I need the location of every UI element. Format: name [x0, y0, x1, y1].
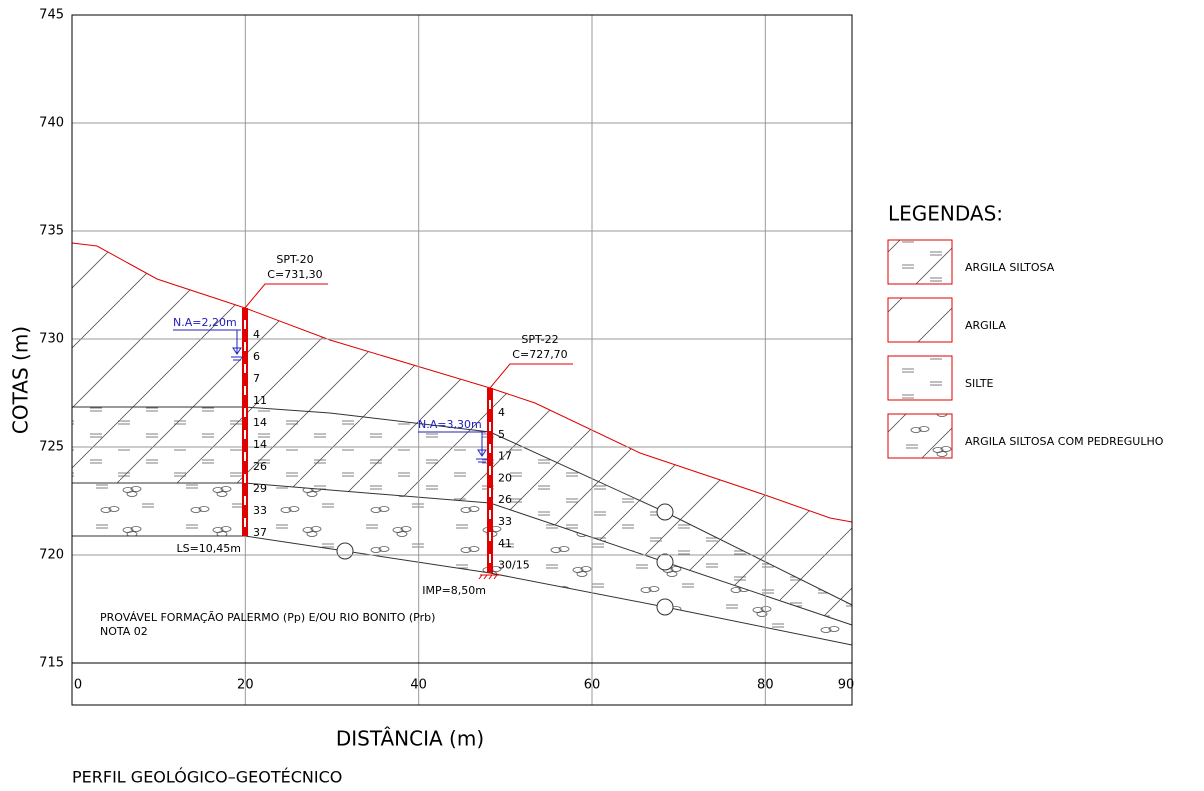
legend-label: ARGILA SILTOSA	[965, 261, 1055, 274]
y-tick-label: 735	[39, 224, 64, 239]
spt-blows: 5	[498, 428, 505, 441]
borehole-gap	[489, 466, 491, 475]
borehole-gap	[244, 430, 246, 439]
legend-swatch-fill	[888, 298, 952, 342]
borehole-gap	[244, 474, 246, 483]
spt-blows: 4	[253, 328, 260, 341]
borehole-gap	[244, 342, 246, 351]
legend-label: ARGILA	[965, 319, 1006, 332]
borehole-gap	[489, 422, 491, 431]
borehole-gap	[489, 554, 491, 563]
spt-blows: 30/15	[498, 559, 530, 572]
legend-label: SILTE	[965, 377, 994, 390]
spt-blows: 14	[253, 416, 267, 429]
x-axis-label: DISTÂNCIA (m)	[336, 727, 484, 751]
borehole-elevation: C=727,70	[512, 348, 567, 361]
spt-blows: 20	[498, 471, 512, 484]
borehole-gap	[244, 386, 246, 395]
x-tick-label: 20	[237, 678, 254, 693]
note: PROVÁVEL FORMAÇÃO PALERMO (Pp) E/OU RIO …	[100, 611, 435, 624]
legend-title: LEGENDAS:	[888, 202, 1003, 226]
spt-blows: 37	[253, 526, 267, 539]
spt-blows: 41	[498, 537, 512, 550]
spt-blows: 6	[253, 350, 260, 363]
spt-blows: 33	[253, 504, 267, 517]
borehole-name: SPT-20	[276, 253, 313, 266]
borehole-end: IMP=8,50m	[422, 584, 486, 597]
borehole-gap	[244, 518, 246, 527]
spt-blows: 29	[253, 482, 267, 495]
leader	[245, 284, 328, 308]
title: PERFIL GEOLÓGICO–GEOTÉCNICO	[72, 768, 342, 787]
borehole-gap	[244, 496, 246, 505]
borehole-end: LS=10,45m	[176, 542, 241, 555]
water-level: N.A=3,30m	[418, 418, 482, 431]
borehole-name: SPT-22	[521, 333, 558, 346]
note: NOTA 02	[100, 625, 148, 638]
legend-label: ARGILA SILTOSA COM PEDREGULHO	[965, 435, 1164, 448]
borehole-gap	[489, 400, 491, 409]
impenetrable	[479, 575, 500, 579]
y-axis-label: COTAS (m)	[9, 326, 33, 434]
x-tick-label: 80	[757, 678, 774, 693]
spt-blows: 4	[498, 406, 505, 419]
legend: ARGILA SILTOSA ARGILA SILTE ARGILA SILTOSA …	[888, 240, 1164, 458]
spt-blows: 14	[253, 438, 267, 451]
water-level: N.A=2,20m	[173, 316, 237, 329]
legend-swatch-fill	[888, 240, 952, 284]
legend-swatch-fill	[888, 356, 952, 400]
y-tick-label: 725	[39, 440, 64, 455]
borehole-gap	[489, 444, 491, 453]
y-tick-label: 740	[39, 116, 64, 131]
borehole-gap	[489, 532, 491, 541]
y-tick-label: 715	[39, 656, 64, 671]
borehole-gap	[244, 364, 246, 373]
spt-blows: 33	[498, 515, 512, 528]
spt-blows: 17	[498, 450, 512, 463]
spt-blows: 11	[253, 394, 267, 407]
legend-swatch-fill	[888, 414, 952, 458]
borehole-gap	[244, 408, 246, 417]
spt-blows: 7	[253, 372, 260, 385]
leader	[490, 364, 573, 388]
borehole	[487, 388, 493, 573]
profile: 74574073573072572071502040608090 DISTÂNC…	[0, 0, 1204, 791]
borehole-elevation: C=731,30	[267, 268, 322, 281]
spt-blows: 26	[253, 460, 267, 473]
y-tick-label: 745	[39, 8, 64, 23]
spt-blows: 26	[498, 493, 512, 506]
x-tick-label: 0	[74, 678, 82, 693]
borehole-gap	[489, 488, 491, 497]
y-tick-label: 720	[39, 548, 64, 563]
x-tick-label: 60	[584, 678, 601, 693]
borehole-gap	[489, 510, 491, 519]
borehole-gap	[244, 320, 246, 329]
borehole-gap	[244, 452, 246, 461]
y-tick-label: 730	[39, 332, 64, 347]
x-tick-label: 40	[410, 678, 427, 693]
